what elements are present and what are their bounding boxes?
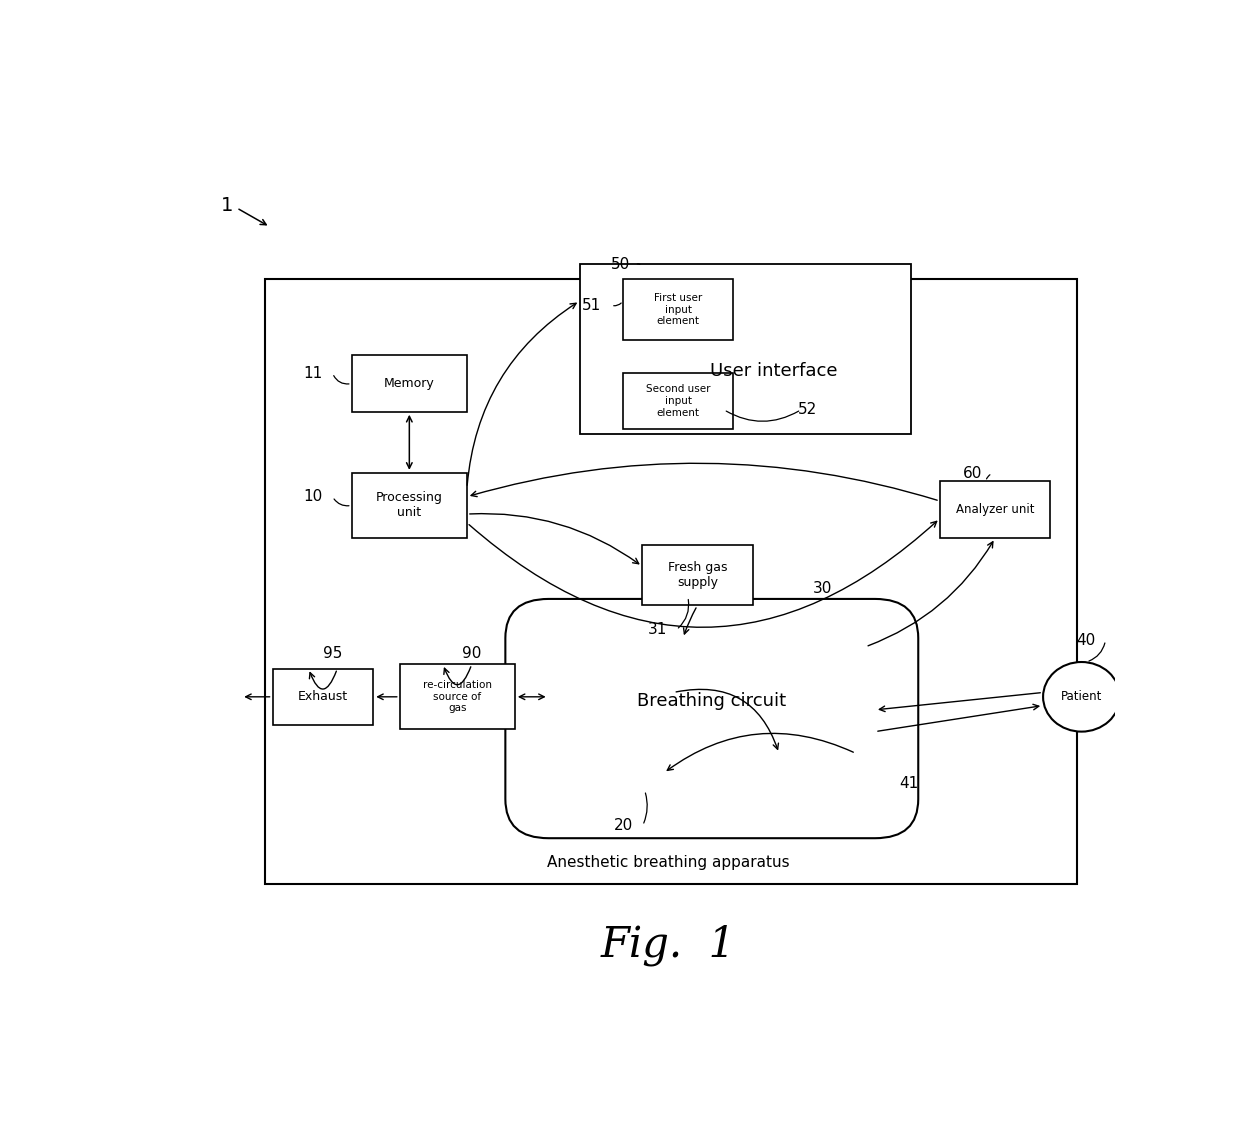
Text: 95: 95 bbox=[323, 646, 342, 661]
Text: Exhaust: Exhaust bbox=[297, 690, 348, 703]
Text: Fresh gas
supply: Fresh gas supply bbox=[668, 560, 727, 589]
Bar bbox=[273, 669, 373, 725]
Text: 50: 50 bbox=[611, 257, 631, 272]
Bar bbox=[352, 472, 467, 538]
Text: 90: 90 bbox=[462, 646, 482, 661]
Bar bbox=[400, 664, 515, 730]
Text: Second user
input
element: Second user input element bbox=[646, 384, 710, 418]
Text: Anesthetic breathing apparatus: Anesthetic breathing apparatus bbox=[548, 854, 790, 870]
Bar bbox=[352, 355, 467, 411]
Text: Fig.  1: Fig. 1 bbox=[601, 924, 736, 966]
Bar bbox=[642, 545, 752, 606]
Text: Breathing circuit: Breathing circuit bbox=[637, 693, 787, 710]
Text: 10: 10 bbox=[304, 489, 323, 504]
FancyBboxPatch shape bbox=[506, 599, 918, 838]
Bar bbox=[623, 373, 733, 429]
Text: First user
input
element: First user input element bbox=[654, 293, 703, 327]
Text: 40: 40 bbox=[1077, 633, 1097, 647]
Bar bbox=[265, 279, 1077, 884]
Text: 51: 51 bbox=[582, 298, 601, 313]
Bar bbox=[940, 481, 1051, 538]
Text: 31: 31 bbox=[648, 623, 667, 637]
Text: 20: 20 bbox=[613, 818, 633, 833]
Bar bbox=[623, 279, 733, 340]
Text: Analyzer unit: Analyzer unit bbox=[955, 503, 1035, 516]
Bar bbox=[580, 264, 911, 434]
Text: Memory: Memory bbox=[384, 377, 435, 390]
Text: re-circulation
source of
gas: re-circulation source of gas bbox=[422, 680, 492, 713]
Text: 30: 30 bbox=[813, 581, 831, 596]
Text: User interface: User interface bbox=[710, 362, 838, 380]
Text: 11: 11 bbox=[304, 366, 323, 381]
Text: Patient: Patient bbox=[1061, 690, 1103, 703]
Text: 41: 41 bbox=[900, 776, 918, 791]
Text: 52: 52 bbox=[798, 402, 818, 417]
Text: Processing
unit: Processing unit bbox=[375, 492, 442, 520]
Circle shape bbox=[1043, 662, 1120, 731]
Text: 60: 60 bbox=[963, 466, 983, 480]
Text: 1: 1 bbox=[221, 195, 233, 215]
